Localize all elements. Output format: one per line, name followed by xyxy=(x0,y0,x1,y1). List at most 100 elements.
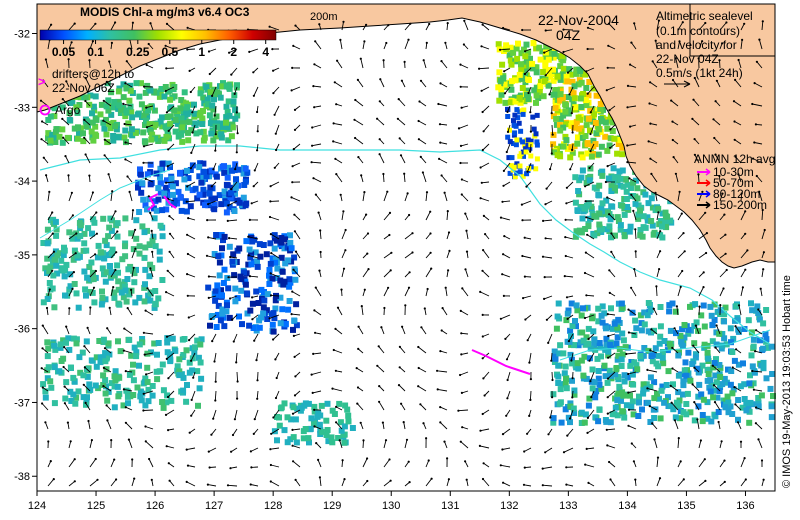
chl-pixel xyxy=(712,387,718,394)
chl-pixel xyxy=(557,127,564,134)
chl-pixel xyxy=(755,310,762,317)
chl-pixel xyxy=(306,439,312,446)
velocity-arrow xyxy=(483,371,490,379)
velocity-arrow xyxy=(124,328,133,335)
velocity-arrow xyxy=(383,252,392,259)
chl-pixel xyxy=(617,136,624,143)
chl-pixel xyxy=(71,281,78,287)
chl-pixel xyxy=(234,82,240,89)
chl-pixel xyxy=(511,122,517,128)
chl-pixel xyxy=(228,133,235,140)
velocity-arrow xyxy=(68,271,75,278)
chl-pixel xyxy=(583,180,590,186)
chl-pixel xyxy=(329,407,336,414)
chl-pixel xyxy=(168,397,175,404)
chl-pixel xyxy=(507,139,513,145)
velocity-arrow xyxy=(608,213,616,221)
chl-pixel xyxy=(90,276,97,283)
chl-pixel xyxy=(518,50,525,57)
velocity-arrow xyxy=(673,156,679,164)
velocity-arrow xyxy=(527,333,532,341)
chl-pixel xyxy=(656,395,662,402)
velocity-arrow xyxy=(125,142,133,145)
chl-pixel xyxy=(124,393,131,400)
velocity-arrow xyxy=(85,154,91,164)
chl-pixel xyxy=(219,83,226,90)
chl-pixel xyxy=(83,338,90,345)
velocity-arrow xyxy=(425,288,429,297)
chl-pixel xyxy=(569,360,576,367)
velocity-arrow xyxy=(692,345,700,354)
chl-pixel xyxy=(670,381,676,388)
velocity-arrow xyxy=(566,181,574,189)
velocity-arrow xyxy=(460,310,469,316)
chl-pixel xyxy=(694,365,701,372)
chl-pixel xyxy=(285,257,292,264)
velocity-arrow xyxy=(607,371,616,379)
chl-pixel xyxy=(144,206,150,213)
chl-pixel xyxy=(568,144,575,151)
velocity-arrow xyxy=(444,192,448,202)
chl-pixel xyxy=(115,269,121,276)
chl-pixel xyxy=(191,120,198,127)
chl-pixel xyxy=(517,169,523,175)
chl-pixel xyxy=(159,114,165,121)
chl-pixel xyxy=(200,186,207,193)
chl-pixel xyxy=(100,336,107,343)
chl-pixel xyxy=(234,112,241,119)
chl-pixel xyxy=(612,232,618,239)
velocity-arrow xyxy=(698,41,703,50)
chl-pixel xyxy=(505,106,510,112)
chl-pixel xyxy=(84,274,91,281)
velocity-arrow xyxy=(566,428,574,436)
chl-pixel xyxy=(83,123,90,130)
velocity-arrow xyxy=(656,268,660,278)
velocity-arrow xyxy=(418,367,427,373)
velocity-arrow xyxy=(740,233,746,240)
chl-pixel xyxy=(615,390,622,397)
chl-pixel xyxy=(585,340,592,347)
chl-pixel xyxy=(638,327,645,334)
velocity-arrow xyxy=(754,350,763,354)
chl-pixel xyxy=(81,230,88,237)
velocity-arrow xyxy=(586,234,595,240)
velocity-arrow xyxy=(463,20,469,31)
chl-pixel xyxy=(292,276,299,283)
velocity-arrow xyxy=(505,409,511,417)
chl-pixel xyxy=(302,426,309,432)
chl-pixel xyxy=(281,278,288,285)
velocity-arrow xyxy=(719,214,725,221)
velocity-arrow xyxy=(269,216,280,221)
chl-pixel xyxy=(155,295,162,302)
chl-pixel xyxy=(269,275,276,282)
chl-pixel xyxy=(573,70,580,77)
velocity-arrow xyxy=(677,41,680,50)
chl-pixel xyxy=(574,207,581,214)
chl-pixel xyxy=(603,341,610,347)
chl-pixel xyxy=(110,137,117,144)
chl-pixel xyxy=(174,120,181,127)
anmn-label: 150-200m xyxy=(713,198,767,212)
chl-pixel xyxy=(574,360,581,367)
chl-pixel xyxy=(183,208,190,215)
chl-pixel xyxy=(649,358,656,365)
chl-pixel xyxy=(200,94,207,101)
chl-pixel xyxy=(328,434,335,441)
velocity-arrow xyxy=(551,124,554,135)
chl-pixel xyxy=(524,87,531,94)
velocity-arrow xyxy=(294,231,301,240)
chl-pixel xyxy=(503,81,510,88)
chl-pixel xyxy=(528,138,534,144)
chl-pixel xyxy=(619,151,626,158)
chl-pixel xyxy=(197,90,204,97)
chl-pixel xyxy=(145,398,152,405)
chl-pixel xyxy=(226,85,233,92)
chl-pixel xyxy=(196,112,203,119)
chl-pixel xyxy=(509,78,515,85)
velocity-arrow xyxy=(166,352,175,360)
velocity-arrow xyxy=(465,269,469,278)
velocity-arrow xyxy=(146,64,154,69)
chl-pixel xyxy=(285,306,292,313)
velocity-arrow xyxy=(740,269,746,278)
chl-pixel xyxy=(293,439,300,446)
